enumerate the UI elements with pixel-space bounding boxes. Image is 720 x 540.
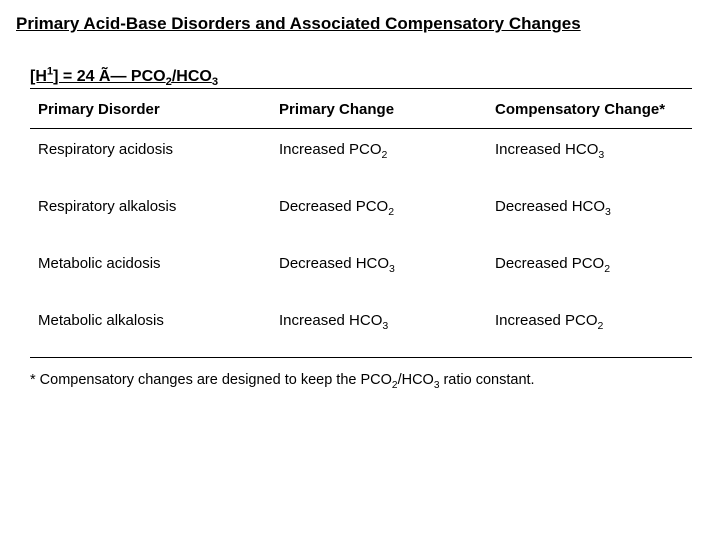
- cell-compensatory-change: Decreased PCO2: [487, 243, 692, 300]
- cell-compensatory-change: Increased HCO3: [487, 129, 692, 187]
- table-row: Respiratory acidosis Increased PCO2 Incr…: [30, 129, 692, 187]
- cell-compensatory-change: Increased PCO2: [487, 300, 692, 358]
- table-row: Respiratory alkalosis Decreased PCO2 Dec…: [30, 186, 692, 243]
- cell-disorder: Respiratory acidosis: [30, 129, 271, 187]
- equation-line: [H1] = 24 Ã— PCO2/HCO3: [30, 68, 698, 86]
- page-title: Primary Acid-Base Disorders and Associat…: [16, 14, 698, 34]
- col-header-compensatory-change: Compensatory Change*: [487, 89, 692, 129]
- col-header-primary-disorder: Primary Disorder: [30, 89, 271, 129]
- cell-primary-change: Increased HCO3: [271, 300, 487, 358]
- cell-disorder: Metabolic alkalosis: [30, 300, 271, 358]
- disorders-table: Primary Disorder Primary Change Compensa…: [30, 88, 692, 358]
- table-row: Metabolic acidosis Decreased HCO3 Decrea…: [30, 243, 692, 300]
- cell-disorder: Respiratory alkalosis: [30, 186, 271, 243]
- cell-primary-change: Decreased HCO3: [271, 243, 487, 300]
- col-header-primary-change: Primary Change: [271, 89, 487, 129]
- table-header-row: Primary Disorder Primary Change Compensa…: [30, 89, 692, 129]
- cell-primary-change: Decreased PCO2: [271, 186, 487, 243]
- footnote: * Compensatory changes are designed to k…: [30, 372, 698, 388]
- page-root: Primary Acid-Base Disorders and Associat…: [0, 0, 720, 402]
- table-row: Metabolic alkalosis Increased HCO3 Incre…: [30, 300, 692, 358]
- cell-compensatory-change: Decreased HCO3: [487, 186, 692, 243]
- cell-primary-change: Increased PCO2: [271, 129, 487, 187]
- cell-disorder: Metabolic acidosis: [30, 243, 271, 300]
